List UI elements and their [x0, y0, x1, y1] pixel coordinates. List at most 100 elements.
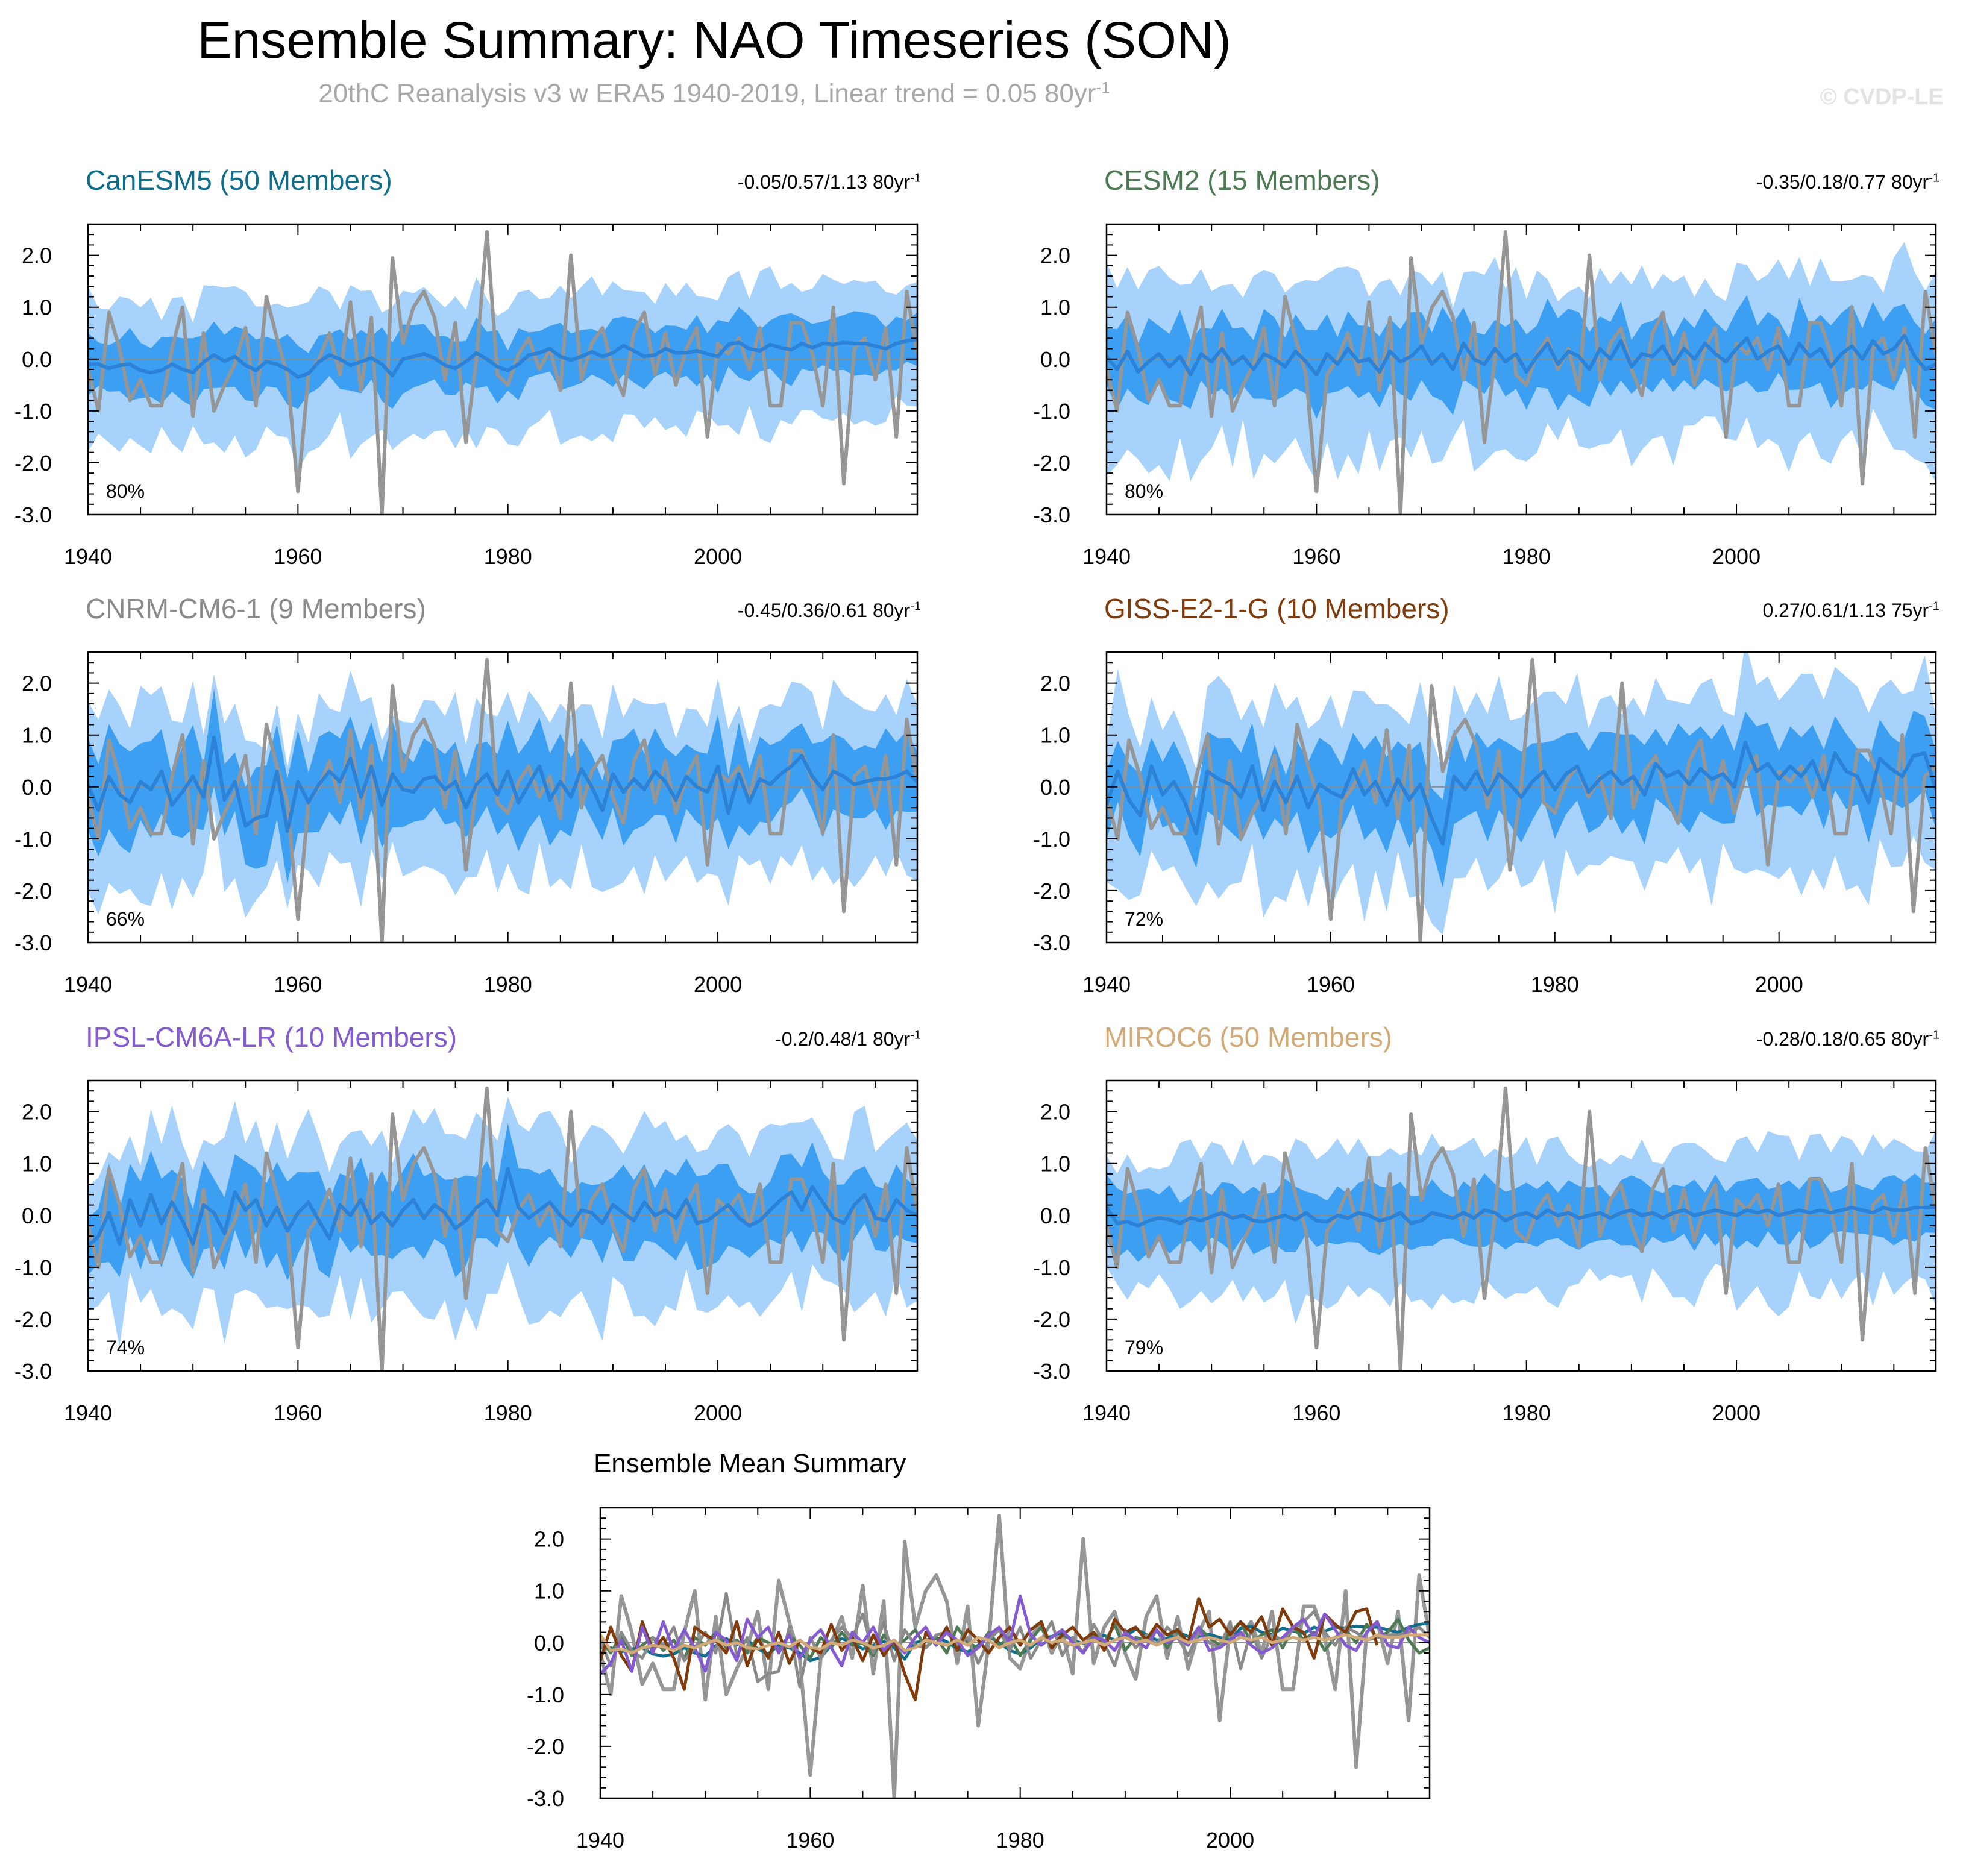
y-tick-label: 1.0 [1040, 1152, 1070, 1176]
y-tick-label: -3.0 [14, 1359, 52, 1384]
panel-stats-cesm2: -0.35/0.18/0.77 80yr-1 [1638, 171, 1939, 193]
y-tick-label: -1.0 [14, 399, 52, 424]
y-tick-label: 0.0 [22, 1203, 52, 1228]
plot-area [88, 1086, 917, 1371]
y-tick-label: -1.0 [527, 1683, 564, 1707]
series-giss-e2-1-g [600, 1597, 1379, 1701]
panel-stats-ipsl: -0.2/0.48/1 80yr-1 [620, 1028, 921, 1050]
x-tick-label: 1940 [1082, 544, 1131, 569]
panel-title-cesm2: CESM2 (15 Members) [1104, 165, 1380, 196]
observed-nao-line [88, 657, 917, 943]
x-tick-label: 1960 [1292, 1401, 1340, 1425]
panel-title-miroc6: MIROC6 (50 Members) [1104, 1021, 1392, 1053]
x-tick-label: 2000 [694, 1401, 742, 1425]
panel-stats-canesm5: -0.05/0.57/1.13 80yr-1 [620, 171, 921, 193]
y-tick-label: 1.0 [1040, 295, 1070, 320]
x-tick-label: 1940 [1082, 972, 1131, 997]
x-tick-label: 2000 [1712, 1401, 1760, 1425]
ensemble-mean-line [88, 337, 917, 379]
panel-stats-cnrm: -0.45/0.36/0.61 80yr-1 [620, 600, 921, 622]
chart-panel-6: 2.0 1.0 0.0 -1.0 -2.0 -3.0 1940 1960 1980 2000 [527, 1507, 1431, 1852]
x-tick-label: 2000 [1755, 972, 1803, 997]
y-tick-label: -2.0 [1033, 1307, 1070, 1332]
percent-label: 72% [1125, 908, 1163, 930]
chart-panel-3: 72% 2.0 1.0 0.0 -1.0 -2.0 -3.0 1940 1960 1980 2000 [1033, 651, 1937, 997]
ensemble-mean-line [88, 736, 917, 833]
stats-exponent: -1 [910, 600, 921, 613]
x-tick-label: 2000 [694, 972, 742, 997]
y-tick-label: -3.0 [14, 503, 52, 527]
chart-panel-4: 74% 2.0 1.0 0.0 -1.0 -2.0 -3.0 1940 1960 1980 2000 [14, 1079, 919, 1425]
y-tick-label: -2.0 [14, 1307, 52, 1332]
plot-area [1107, 1086, 1936, 1371]
x-tick-label: 1960 [1307, 972, 1355, 997]
x-tick-label: 2000 [1712, 544, 1760, 569]
y-tick-label: -1.0 [1033, 1255, 1070, 1280]
stats-exponent: -1 [910, 171, 921, 185]
x-tick-label: 1960 [1292, 544, 1340, 569]
y-tick-label: -3.0 [1033, 503, 1070, 527]
y-tick-label: -1.0 [14, 1255, 52, 1280]
observed-nao-line [600, 1513, 1430, 1798]
x-tick-label: 1980 [1503, 544, 1551, 569]
subtitle-exponent: -1 [1096, 78, 1110, 96]
y-tick-label: 2.0 [22, 671, 52, 696]
watermark: © CVDP-LE [1820, 84, 1944, 110]
chart-panel-1: 80% 2.0 1.0 0.0 -1.0 -2.0 -3.0 1940 1960 1980 2000 [1033, 223, 1937, 569]
y-tick-label: 1.0 [22, 295, 52, 320]
y-tick-label: -2.0 [14, 879, 52, 903]
y-tick-label: -2.0 [527, 1734, 564, 1759]
x-tick-label: 1940 [64, 972, 112, 997]
y-tick-label: 0.0 [1040, 775, 1070, 800]
y-tick-label: 2.0 [1040, 243, 1070, 268]
stats-exponent: -1 [1929, 171, 1939, 185]
y-tick-label: -3.0 [1033, 1359, 1070, 1384]
ensemble-inner-band [1107, 295, 1936, 419]
y-tick-label: 0.0 [1040, 347, 1070, 372]
observed-nao-line [1107, 1086, 1936, 1371]
y-tick-label: 1.0 [22, 723, 52, 748]
figure-subtitle: 20thC Reanalysis v3 w ERA5 1940-2019, Li… [0, 78, 1428, 109]
panel-title-canesm5: CanESM5 (50 Members) [86, 165, 392, 196]
panel-title-ipsl: IPSL-CM6A-LR (10 Members) [86, 1021, 457, 1053]
x-tick-label: 1980 [1503, 1401, 1551, 1425]
y-tick-label: -3.0 [527, 1786, 564, 1811]
stats-exponent: -1 [1929, 1028, 1939, 1042]
observed-nao-line [88, 1086, 917, 1371]
ensemble-inner-band [88, 307, 917, 409]
observed-nao-line [1107, 657, 1936, 943]
plot-area [600, 1513, 1430, 1798]
x-tick-label: 1980 [484, 544, 532, 569]
stats-text: 0.27/0.61/1.13 75yr [1762, 600, 1929, 621]
ensemble-mean-line [88, 1167, 917, 1248]
stats-text: -0.35/0.18/0.77 80yr [1756, 171, 1929, 193]
y-tick-label: 2.0 [22, 1100, 52, 1125]
x-tick-label: 1960 [786, 1828, 834, 1852]
y-tick-label: -1.0 [14, 827, 52, 852]
panel-stats-giss: 0.27/0.61/1.13 75yr-1 [1638, 600, 1939, 622]
chart-panel-2: 66% 2.0 1.0 0.0 -1.0 -2.0 -3.0 1940 1960 1980 2000 [14, 651, 919, 997]
y-tick-label: 2.0 [22, 243, 52, 268]
y-tick-label: 1.0 [534, 1579, 564, 1604]
stats-exponent: -1 [1929, 600, 1939, 613]
observed-nao-line [88, 230, 917, 515]
x-tick-label: 1940 [576, 1828, 624, 1852]
panel-stats-miroc6: -0.28/0.18/0.65 80yr-1 [1638, 1028, 1939, 1050]
y-tick-label: -2.0 [14, 451, 52, 475]
y-tick-label: 2.0 [534, 1527, 564, 1552]
ensemble-mean-line [1107, 1205, 1936, 1228]
plot-area [88, 230, 917, 515]
percent-label: 79% [1125, 1337, 1163, 1358]
y-tick-label: -1.0 [1033, 827, 1070, 852]
ensemble-inner-band [1107, 1173, 1936, 1262]
stats-text: -0.05/0.57/1.13 80yr [737, 171, 911, 193]
x-tick-label: 1960 [274, 544, 322, 569]
percent-label: 80% [106, 480, 145, 502]
y-tick-label: 2.0 [1040, 671, 1070, 696]
percent-label: 74% [106, 1337, 145, 1358]
y-tick-label: 0.0 [22, 775, 52, 800]
x-tick-label: 1940 [1082, 1401, 1131, 1425]
x-tick-label: 1980 [1531, 972, 1579, 997]
panel-title-cnrm: CNRM-CM6-1 (9 Members) [86, 593, 426, 624]
